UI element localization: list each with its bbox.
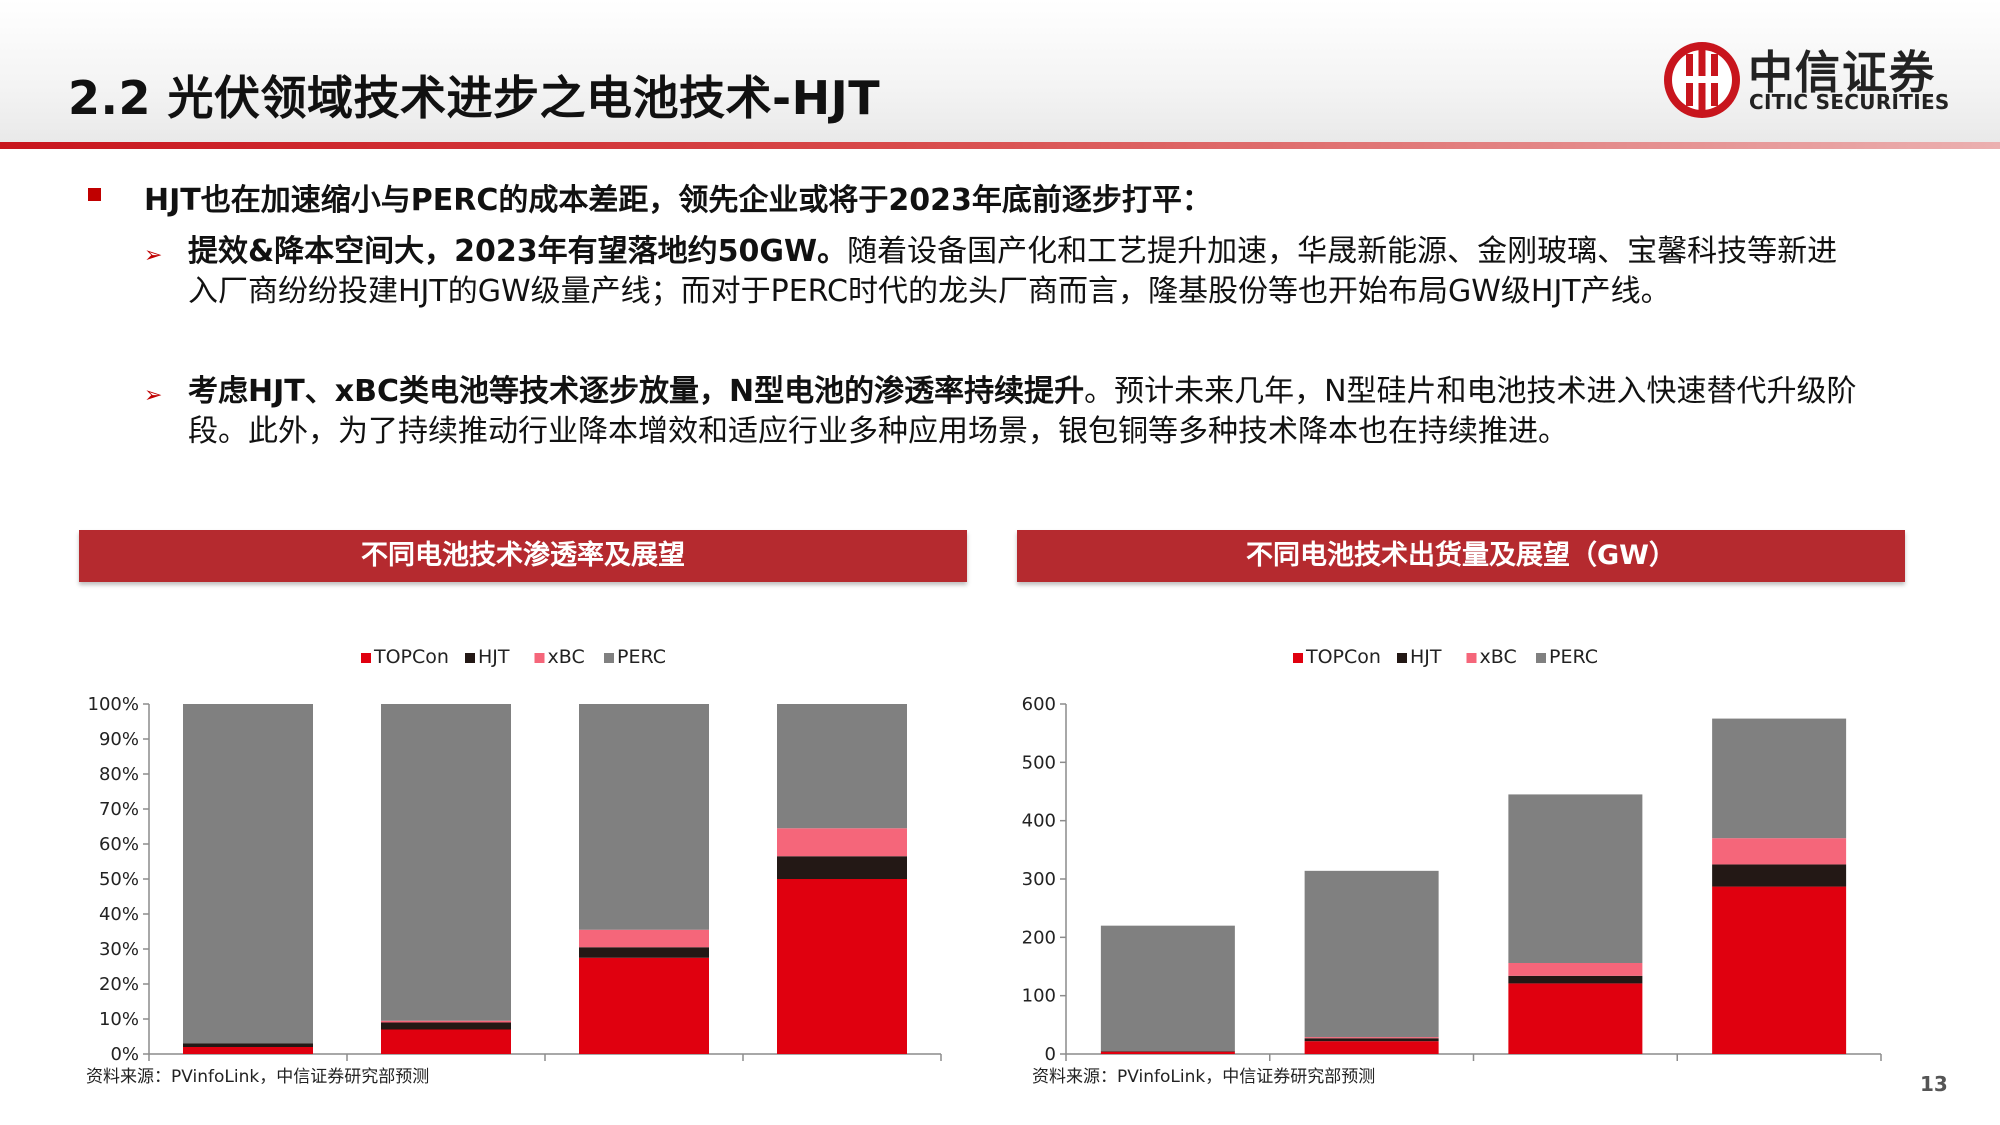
bar-segment-perc — [777, 704, 907, 829]
page-title: 2.2 光伏领域技术进步之电池技术-HJT — [68, 71, 881, 125]
logo-english-text: CITIC SECURITIES — [1749, 90, 1950, 114]
y-tick-label: 70% — [99, 799, 139, 820]
chart-source-note: 资料来源：PVinfoLink，中信证券研究部预测 — [86, 1067, 430, 1087]
y-tick-label: 60% — [99, 834, 139, 855]
bar-segment-perc — [183, 704, 313, 1044]
sub-bullet-2-body: 。预计未来几年，N型硅片和电池技术进入快速替代升级阶段。此外，为了持续推动行业降… — [188, 374, 1857, 449]
y-tick-label: 300 — [1022, 869, 1056, 890]
bar-segment-hjt — [579, 947, 709, 958]
shipment-chart-panel: 不同电池技术出货量及展望（GW） TOPCon HJT xBC PERC 0 100 200… — [1017, 530, 1905, 1062]
bar-segment-hjt — [1100, 1051, 1235, 1052]
bar-segment-perc — [1304, 870, 1439, 1038]
bar-segment-hjt — [1712, 864, 1847, 887]
bar-segment-xbc — [777, 828, 907, 857]
legend-label-xbc: xBC — [1480, 646, 1517, 668]
legend-swatch-xbc — [1466, 653, 1477, 663]
bar-segment-topcon — [183, 1047, 313, 1054]
bar-segment-perc — [381, 704, 511, 1021]
chart-source-note: 资料来源：PVinfoLink，中信证券研究部预测 — [1032, 1067, 1376, 1087]
arrow-bullet-icon: ➢ — [144, 383, 163, 408]
y-tick-label: 20% — [99, 974, 139, 995]
bar-segment-hjt — [1508, 975, 1643, 984]
bar-segment-xbc — [1304, 1037, 1439, 1039]
bar-segment-perc — [1100, 925, 1235, 1052]
penetration-chart: TOPCon HJT xBC PERC 0% 10% 20% 30% 40% 50% 60% 70% 8… — [88, 646, 942, 1062]
sub-bullet-1-highlight: 提效&降本空间大，2023年有望落地约50GW。 — [188, 234, 848, 269]
legend-label-hjt: HJT — [478, 646, 510, 668]
citic-emblem-icon — [1664, 42, 1740, 118]
legend-swatch-xbc — [534, 653, 545, 663]
legend-swatch-perc — [1536, 653, 1546, 663]
y-tick-label: 400 — [1022, 811, 1056, 832]
legend-swatch-hjt — [465, 653, 475, 663]
bar-segment-xbc — [381, 1020, 511, 1023]
sub-bullet-2-text: 考虑HJT、xBC类电池等技术逐步放量，N型电池的渗透率持续提升。预计未来几年，… — [148, 372, 1858, 452]
bar-segment-perc — [1508, 794, 1643, 963]
bar-segment-hjt — [1304, 1038, 1439, 1042]
shipment-chart: TOPConHJTxBCPERC010020030040050060020212… — [1022, 646, 1882, 1062]
y-tick-label: 0% — [110, 1044, 139, 1062]
bar-segment-xbc — [1712, 838, 1847, 865]
sub-bullet-1-body: 随着设备国产化和工艺提升加速，华晟新能源、金刚玻璃、宝馨科技等新进入厂商纷纷投建… — [188, 234, 1838, 309]
legend-label-perc: PERC — [1549, 646, 1598, 668]
bar-segment-hjt — [777, 856, 907, 879]
legend-swatch-hjt — [1397, 653, 1407, 663]
y-tick-label: 30% — [99, 939, 139, 960]
y-tick-label: 50% — [99, 869, 139, 890]
legend-swatch-perc — [604, 653, 614, 663]
y-tick-label: 200 — [1022, 927, 1056, 948]
y-tick-label: 0 — [1045, 1044, 1056, 1062]
penetration-chart-panel: 不同电池技术渗透率及展望 TOPCon HJT xBC PERC 0% 10% 20% 30%… — [79, 530, 967, 1062]
square-bullet-icon — [88, 188, 101, 201]
sub-bullet-2: ➢ 考虑HJT、xBC类电池等技术逐步放量，N型电池的渗透率持续提升。预计未来几… — [144, 372, 1858, 452]
main-bullet-text: HJT也在加速缩小与PERC的成本差距，领先企业或将于2023年底前逐步打平： — [144, 183, 1212, 218]
page-number: 13 — [1920, 1072, 1948, 1096]
y-tick-label: 600 — [1022, 694, 1056, 715]
bar-segment-topcon — [1508, 983, 1643, 1054]
bar-segment-perc — [1712, 718, 1847, 839]
bar-segment-perc — [579, 704, 709, 930]
bar-segment-hjt — [381, 1022, 511, 1030]
sub-bullet-1-text: 提效&降本空间大，2023年有望落地约50GW。随着设备国产化和工艺提升加速，华… — [148, 232, 1858, 312]
sub-bullet-1: ➢ 提效&降本空间大，2023年有望落地约50GW。随着设备国产化和工艺提升加速… — [144, 232, 1858, 312]
legend-label-perc: PERC — [617, 646, 666, 668]
legend-label-xbc: xBC — [548, 646, 585, 668]
chart-title: 不同电池技术渗透率及展望 — [361, 540, 685, 571]
bar-segment-hjt — [183, 1043, 313, 1047]
chart-title: 不同电池技术出货量及展望（GW） — [1246, 540, 1676, 571]
bar-segment-topcon — [1304, 1041, 1439, 1054]
legend-swatch-topcon — [361, 653, 371, 663]
y-tick-label: 90% — [99, 729, 139, 750]
sub-bullet-2-highlight: 考虑HJT、xBC类电池等技术逐步放量，N型电池的渗透率持续提升 — [188, 374, 1085, 409]
bar-segment-topcon — [1100, 1051, 1235, 1054]
citic-logo: 中信证券 CITIC SECURITIES — [1660, 38, 1949, 122]
bar-segment-topcon — [777, 879, 907, 1054]
y-tick-label: 40% — [99, 904, 139, 925]
bar-segment-xbc — [1508, 963, 1643, 976]
y-tick-label: 500 — [1022, 752, 1056, 773]
header-divider — [0, 142, 2000, 149]
y-tick-label: 100 — [1022, 986, 1056, 1007]
y-tick-label: 80% — [99, 764, 139, 785]
y-tick-label: 100% — [88, 694, 139, 715]
logo-chinese-text: 中信证券 — [1748, 46, 1937, 99]
arrow-bullet-icon: ➢ — [144, 243, 163, 268]
legend-label-topcon: TOPCon — [373, 646, 449, 668]
bar-segment-topcon — [579, 957, 709, 1054]
y-tick-label: 10% — [99, 1009, 139, 1030]
legend-swatch-topcon — [1293, 653, 1303, 663]
legend-label-hjt: HJT — [1410, 646, 1442, 668]
bar-segment-topcon — [1712, 886, 1847, 1054]
chart-title-bar: 不同电池技术出货量及展望（GW） — [1017, 530, 1905, 582]
chart-title-bar: 不同电池技术渗透率及展望 — [79, 530, 967, 582]
bar-segment-topcon — [381, 1029, 511, 1054]
bar-segment-xbc — [579, 929, 709, 948]
legend-label-topcon: TOPCon — [1305, 646, 1381, 668]
